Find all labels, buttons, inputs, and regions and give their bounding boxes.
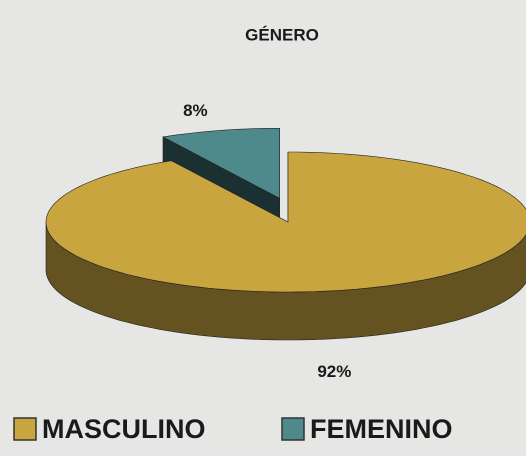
legend-label: FEMENINO <box>310 414 453 444</box>
chart-title: GÉNERO <box>245 25 319 44</box>
slice-top <box>45 151 526 293</box>
legend-swatch <box>281 417 305 441</box>
legend-label: MASCULINO <box>42 414 206 444</box>
slice-top <box>162 128 280 199</box>
pie-slice <box>45 151 526 341</box>
data-label: 8% <box>183 101 208 120</box>
legend-swatch <box>13 417 37 441</box>
data-label: 92% <box>317 362 351 381</box>
